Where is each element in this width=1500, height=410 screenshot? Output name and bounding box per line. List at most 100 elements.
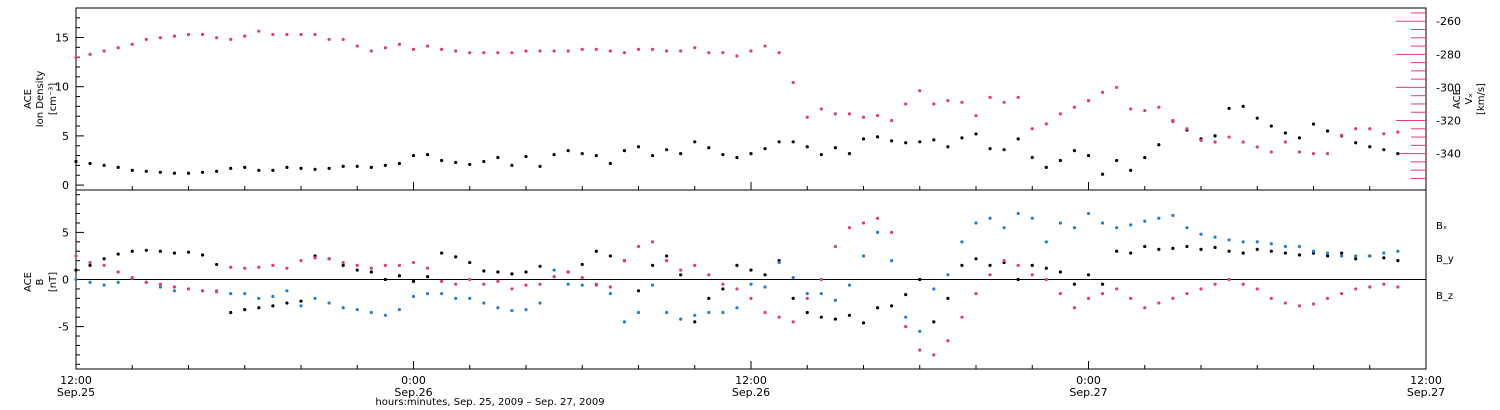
bottom-series-1-point: [904, 315, 908, 319]
bottom-series-2-point: [1002, 259, 1006, 263]
top-series-0-point: [130, 168, 134, 172]
top-series-0-point: [102, 163, 106, 168]
bottom-series-1-point: [496, 306, 500, 310]
top-series-0-point: [1044, 165, 1048, 169]
bottom-series-0-point: [861, 321, 866, 325]
bottom-series-0-point: [847, 313, 852, 317]
top-series-0-point: [988, 147, 992, 151]
bottom-series-0-point: [1115, 249, 1119, 253]
bottom-series-0-point: [890, 304, 894, 308]
bottom-series-2-point: [229, 265, 233, 269]
bottom-series-2-point: [496, 279, 500, 283]
bottom-series-0-point: [1100, 282, 1105, 286]
bottom-series-0-point: [229, 310, 233, 315]
top-series-1-point: [215, 36, 219, 40]
bottom-series-0-point: [468, 260, 472, 265]
bottom-series-1-point: [355, 308, 359, 312]
x-tick-time: 12:00: [1410, 374, 1442, 387]
bottom-series-0-point: [1072, 282, 1077, 286]
bottom-series-0-point: [1143, 244, 1147, 249]
top-series-1-point: [144, 37, 148, 42]
bottom-series-2-point: [791, 320, 795, 324]
top-right-ylabel-unit: [km/s]: [1476, 83, 1487, 115]
top-series-0-point: [341, 164, 345, 168]
bottom-series-0-point: [1058, 270, 1062, 274]
bottom-series-2-point: [74, 254, 78, 258]
bottom-series-2-point: [594, 282, 598, 286]
bottom-series-1-point: [1241, 240, 1245, 244]
bottom-series-2-point: [1382, 282, 1386, 286]
top-series-1-point: [257, 29, 261, 33]
bottom-series-2-point: [425, 266, 430, 270]
bottom-series-1-point: [875, 230, 880, 234]
bottom-series-2-point: [341, 260, 345, 265]
x-tick-date: Sep.26: [394, 386, 432, 399]
bottom-series-0-point: [144, 248, 148, 252]
top-series-1-point: [1297, 150, 1302, 154]
bottom-series-0-point: [369, 270, 373, 274]
top-series-0-point: [1058, 158, 1062, 163]
bottom-series-2-point: [1143, 306, 1147, 310]
bottom-series-0-point: [243, 308, 247, 312]
top-series-1-point: [454, 49, 458, 53]
bottom-series-0-point: [158, 249, 162, 253]
bottom-series-2-point: [988, 273, 992, 277]
bottom-series-2-point: [622, 259, 627, 263]
x-tick-time: 12:00: [60, 374, 92, 387]
top-series-0-point: [805, 145, 809, 149]
top-series-0-point: [482, 159, 486, 164]
bottom-series-2-point: [355, 263, 359, 267]
top-series-1-point: [1115, 85, 1119, 90]
bottom-tick-label: 0: [62, 274, 69, 287]
bottom-series-0-point: [1086, 273, 1091, 277]
bottom-series-2-point: [1325, 296, 1330, 300]
top-series-0-point: [397, 161, 402, 166]
top-series-0-point: [890, 139, 894, 143]
bottom-series-2-point: [1058, 292, 1062, 296]
top-series-0-point: [327, 166, 331, 170]
bottom-series-2-point: [383, 263, 387, 267]
bottom-series-2-point: [116, 270, 120, 274]
bottom-series-1-point: [1382, 251, 1386, 255]
top-series-0-point: [510, 163, 514, 168]
bottom-series-1-point: [1255, 240, 1259, 244]
top-series-0-point: [299, 166, 303, 170]
bottom-series-1-point: [847, 283, 852, 287]
bottom-series-1-point: [1213, 235, 1217, 239]
legend-by: B_y: [1436, 254, 1454, 265]
bottom-series-2-point: [566, 270, 570, 274]
top-series-0-point: [735, 155, 739, 160]
top-series-0-point: [847, 152, 852, 156]
top-series-1-point: [679, 49, 683, 53]
top-series-1-point: [397, 42, 402, 47]
bottom-series-0-point: [496, 270, 500, 274]
top-series-1-point: [299, 32, 303, 37]
top-right-tick-label: -320: [1436, 115, 1461, 128]
top-series-1-point: [974, 113, 978, 118]
bottom-series-1-point: [960, 240, 964, 244]
top-series-0-point: [172, 171, 177, 175]
top-series-1-point: [1157, 105, 1161, 109]
top-series-1-point: [1255, 145, 1259, 149]
bottom-series-2-point: [102, 263, 106, 267]
top-series-1-point: [847, 112, 852, 116]
top-series-1-point: [1241, 140, 1245, 144]
top-series-1-point: [1086, 99, 1091, 103]
top-series-1-point: [482, 51, 486, 55]
top-series-1-point: [580, 47, 584, 51]
bottom-series-2-point: [1185, 292, 1189, 296]
bottom-series-2-point: [454, 282, 458, 286]
bottom-series-1-point: [608, 292, 612, 296]
top-series-1-point: [1283, 140, 1287, 144]
bottom-series-1-point: [819, 292, 823, 296]
top-right-tick-label: -300: [1436, 81, 1461, 94]
top-series-1-point: [665, 49, 669, 53]
top-series-0-point: [1325, 129, 1330, 133]
bottom-series-1-point: [74, 277, 78, 282]
bottom-series-0-point: [397, 274, 402, 278]
top-series-1-point: [749, 49, 753, 53]
bottom-series-0-point: [1129, 251, 1133, 255]
top-series-1-point: [932, 102, 936, 106]
x-tick-date: Sep.26: [732, 386, 770, 399]
top-series-1-point: [186, 32, 191, 37]
